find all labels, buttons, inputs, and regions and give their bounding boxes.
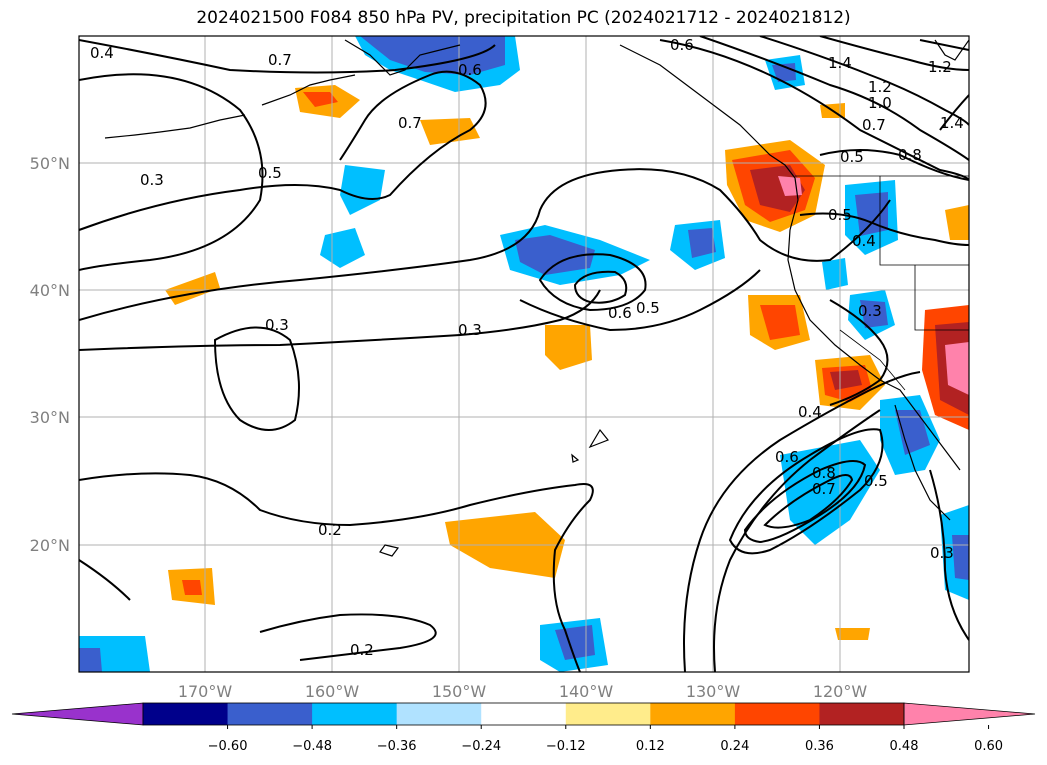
map-title: 2024021500 F084 850 hPa PV, precipitatio… [196, 8, 851, 28]
contour-label: 0.5 [258, 164, 282, 182]
lat-label: 20°N [30, 536, 70, 555]
contour-label: 0.6 [458, 61, 482, 79]
colorbar-cell [565, 703, 651, 725]
pv-contours [79, 36, 969, 672]
plot-frame [78, 35, 970, 673]
colorbar-cell [481, 703, 567, 725]
contour-label: 0.6 [670, 36, 694, 54]
colorbar-left-extend [11, 702, 144, 726]
contour-label: 1.4 [828, 54, 852, 72]
lon-label: 150°W [432, 682, 487, 701]
contour-label: 0.2 [318, 521, 342, 539]
colorbar-tick-label: 0.60 [974, 739, 1003, 754]
contour-label: 0.4 [90, 44, 114, 62]
colorbar-tick-label: −0.60 [208, 739, 248, 754]
colorbar-cell [396, 703, 482, 725]
contour-labels: 0.4 0.7 0.6 0.6 0.3 0.5 0.7 1.4 1.2 1.0 … [90, 36, 964, 659]
contour-label: 0.6 [775, 448, 799, 466]
colorbar-right-extend [903, 702, 1036, 726]
colorbar-tick-label: 0.24 [720, 739, 749, 754]
contour-label: 0.8 [898, 146, 922, 164]
contour-label: 0.7 [812, 480, 836, 498]
colorbar-tick-label: −0.12 [546, 739, 586, 754]
lon-label: 120°W [813, 682, 868, 701]
colorbar-cell [143, 703, 229, 725]
colorbar-cell [819, 703, 905, 725]
colorbar-cell [650, 703, 736, 725]
contour-label: 0.5 [840, 148, 864, 166]
contour-label: 0.6 [608, 304, 632, 322]
colorbar-tick-label: 0.12 [636, 739, 665, 754]
contour-label: 0.3 [858, 302, 882, 320]
colorbar-tick-label: −0.48 [292, 739, 332, 754]
coastlines [104, 39, 969, 557]
lat-label: 50°N [30, 154, 70, 173]
contour-label: 0.2 [350, 641, 374, 659]
colorbar-tick-label: −0.36 [377, 739, 417, 754]
contour-label: 0.5 [828, 206, 852, 224]
latitude-labels: 50°N 40°N 30°N 20°N [30, 154, 70, 555]
colorbar-tick-label: 0.36 [805, 739, 834, 754]
contour-label: 1.2 [928, 58, 952, 76]
colorbar-frame [142, 702, 905, 726]
lat-label: 30°N [30, 408, 70, 427]
lon-label: 140°W [559, 682, 614, 701]
colorbar-cell [227, 703, 313, 725]
contour-label: 0.7 [862, 116, 886, 134]
lon-label: 130°W [686, 682, 741, 701]
contour-label: 1.0 [868, 94, 892, 112]
contour-label: 0.8 [812, 464, 836, 482]
contour-label: 0.3 [458, 321, 482, 339]
colorbar-cell [312, 703, 398, 725]
lon-label: 160°W [305, 682, 360, 701]
colorbar-tick-label: −0.24 [461, 739, 501, 754]
colorbar-tick-label: 0.48 [890, 739, 919, 754]
contour-label: 0.5 [636, 299, 660, 317]
colorbar: −0.60 −0.48 −0.36 −0.24 −0.12 0.12 0.24 0.36 0.4… [11, 702, 1036, 754]
contour-label: 0.7 [268, 51, 292, 69]
contour-label: 1.2 [868, 78, 892, 96]
borders [795, 175, 969, 391]
contour-label: 0.3 [140, 171, 164, 189]
contour-label: 0.4 [798, 403, 822, 421]
contour-label: 0.7 [398, 114, 422, 132]
contour-label: 0.3 [930, 544, 954, 562]
contour-label: 1.4 [940, 114, 964, 132]
lon-label: 170°W [178, 682, 233, 701]
contour-label: 0.4 [852, 232, 876, 250]
contour-label: 0.5 [864, 472, 888, 490]
contour-label: 0.3 [265, 316, 289, 334]
colorbar-cell [734, 703, 820, 725]
lat-label: 40°N [30, 281, 70, 300]
longitude-labels: 170°W 160°W 150°W 140°W 130°W 120°W [178, 682, 868, 701]
